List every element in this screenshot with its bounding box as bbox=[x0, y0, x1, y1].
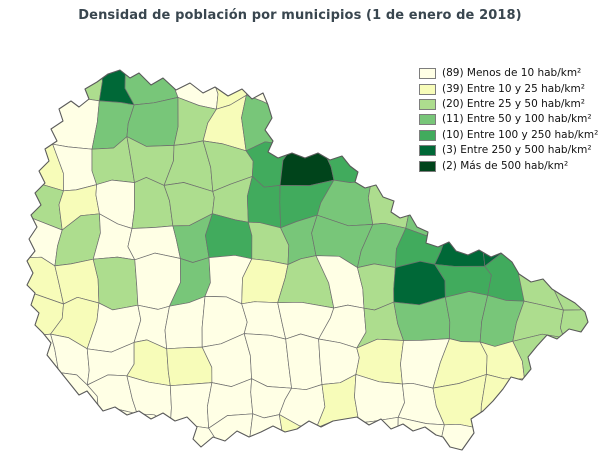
municipality-polygon bbox=[94, 408, 139, 450]
legend-color-swatch bbox=[419, 145, 436, 157]
municipality-polygon bbox=[559, 336, 588, 390]
municipality-polygon bbox=[547, 214, 588, 267]
municipality-polygon bbox=[278, 103, 328, 151]
municipality-polygon bbox=[359, 70, 407, 104]
municipality-polygon bbox=[556, 418, 588, 450]
municipality-polygon bbox=[285, 333, 323, 391]
municipality-polygon bbox=[555, 378, 588, 428]
municipality-polygon bbox=[27, 70, 59, 113]
municipality-polygon bbox=[52, 70, 103, 102]
municipality-polygon bbox=[27, 415, 56, 450]
municipality-polygon bbox=[27, 369, 60, 425]
page-title: Densidad de población por municipios (1 … bbox=[78, 8, 522, 23]
legend-item: (20) Entre 25 y 50 hab/km² bbox=[419, 97, 598, 112]
legend-color-swatch bbox=[419, 129, 436, 141]
region-outline bbox=[26, 69, 589, 451]
municipality-polygon bbox=[27, 97, 54, 152]
legend-color-swatch bbox=[419, 160, 436, 172]
legend-item-label: (3) Entre 250 y 500 hab/km² bbox=[442, 144, 592, 157]
legend-color-swatch bbox=[419, 114, 436, 126]
legend-item: (10) Entre 100 y 250 hab/km² bbox=[419, 128, 598, 143]
municipality-polygon bbox=[405, 178, 449, 236]
municipality-polygon bbox=[470, 177, 524, 221]
municipality-polygon bbox=[553, 178, 588, 224]
municipality-polygon bbox=[359, 96, 407, 144]
municipality-polygon bbox=[92, 256, 139, 311]
legend-item-label: (10) Entre 100 y 250 hab/km² bbox=[442, 128, 599, 141]
municipality-polygon bbox=[278, 70, 326, 114]
legend-item-label: (89) Menos de 10 hab/km² bbox=[442, 67, 582, 80]
municipality-polygon bbox=[480, 374, 526, 430]
municipality-polygon bbox=[437, 423, 482, 450]
municipality-polygon bbox=[135, 413, 174, 450]
legend-color-swatch bbox=[419, 98, 436, 110]
legend-item-label: (2) Más de 500 hab/km² bbox=[442, 159, 569, 172]
municipality-polygon bbox=[393, 296, 451, 341]
legend-item: (3) Entre 250 y 500 hab/km² bbox=[419, 143, 598, 158]
municipality-polygon bbox=[310, 420, 362, 450]
legend-item-label: (11) Entre 50 y 100 hab/km² bbox=[442, 113, 592, 126]
municipality-polygon bbox=[27, 333, 60, 377]
municipality-polygon bbox=[518, 177, 560, 224]
municipality-polygon bbox=[367, 180, 412, 229]
municipality-polygon bbox=[517, 378, 560, 429]
municipality-polygon bbox=[514, 418, 562, 450]
legend-item: (11) Entre 50 y 100 hab/km² bbox=[419, 112, 598, 127]
legend-item-label: (39) Entre 10 y 25 hab/km² bbox=[442, 82, 585, 95]
legend-item: (39) Entre 10 y 25 hab/km² bbox=[419, 81, 598, 96]
municipality-polygon bbox=[279, 141, 335, 186]
municipality-polygon bbox=[126, 97, 179, 147]
municipality-polygon bbox=[518, 220, 555, 267]
legend-item-label: (20) Entre 25 y 50 hab/km² bbox=[442, 97, 585, 110]
legend: (89) Menos de 10 hab/km² (39) Entre 10 y… bbox=[419, 66, 598, 174]
municipality-polygon bbox=[397, 416, 445, 450]
legend-color-swatch bbox=[419, 68, 436, 80]
municipality-polygon bbox=[364, 139, 408, 189]
legend-item: (89) Menos de 10 hab/km² bbox=[419, 66, 598, 81]
municipality-polygon bbox=[323, 103, 366, 151]
legend-item: (2) Más de 500 hab/km² bbox=[419, 158, 598, 173]
municipality-polygon bbox=[432, 177, 483, 232]
municipality-polygon bbox=[318, 70, 366, 107]
municipality-polygon bbox=[434, 216, 486, 267]
municipality-polygon bbox=[474, 421, 522, 450]
municipality-polygon bbox=[49, 412, 99, 450]
municipality-polygon bbox=[358, 416, 401, 450]
legend-color-swatch bbox=[419, 83, 436, 95]
municipality-polygon bbox=[124, 70, 179, 106]
